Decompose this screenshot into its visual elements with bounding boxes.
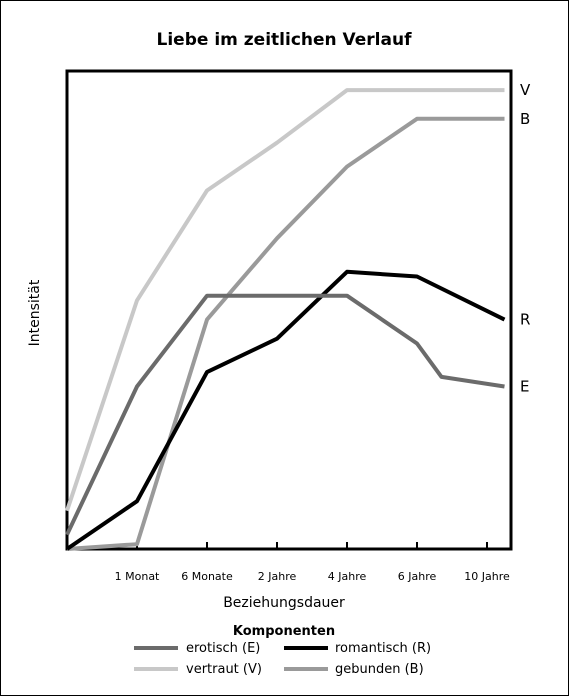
- series-lines: [65, 88, 506, 551]
- series-line-r: [65, 269, 506, 551]
- x-tick-label: 6 Jahre: [398, 570, 437, 583]
- legend: erotisch (E) romantisch (R) vertraut (V) ge…: [134, 641, 431, 677]
- y-axis-label: Intensität: [27, 279, 43, 346]
- series-end-label-r: R: [520, 311, 530, 329]
- x-tick-label: 4 Jahre: [328, 570, 367, 583]
- plot-area: [65, 69, 513, 551]
- x-tick-label: 6 Monate: [181, 570, 233, 583]
- x-ticks: 1 Monat 6 Monate 2 Jahre 4 Jahre 6 Jahre 10 J…: [115, 542, 510, 583]
- series-end-label-e: E: [520, 377, 529, 395]
- series-end-labels: VB R E: [520, 81, 531, 395]
- x-axis-label: Beziehungsdauer: [223, 595, 345, 611]
- series-line-b: [66, 116, 505, 551]
- legend-label-r: romantisch (R): [335, 641, 431, 656]
- series-end-label-b: B: [520, 110, 530, 128]
- x-tick-label: 2 Jahre: [258, 570, 297, 583]
- series-line-v: [65, 88, 505, 512]
- series-end-label-v: V: [520, 81, 531, 99]
- x-tick-label: 1 Monat: [115, 570, 160, 583]
- x-tick-label: 10 Jahre: [464, 570, 510, 583]
- legend-title: Komponenten: [233, 624, 335, 639]
- chart-title: Liebe im zeitlichen Verlauf: [157, 30, 413, 50]
- legend-label-b: gebunden (B): [335, 662, 424, 677]
- series-line-e: [65, 293, 505, 536]
- legend-label-e: erotisch (E): [186, 641, 260, 656]
- legend-label-v: vertraut (V): [186, 662, 262, 677]
